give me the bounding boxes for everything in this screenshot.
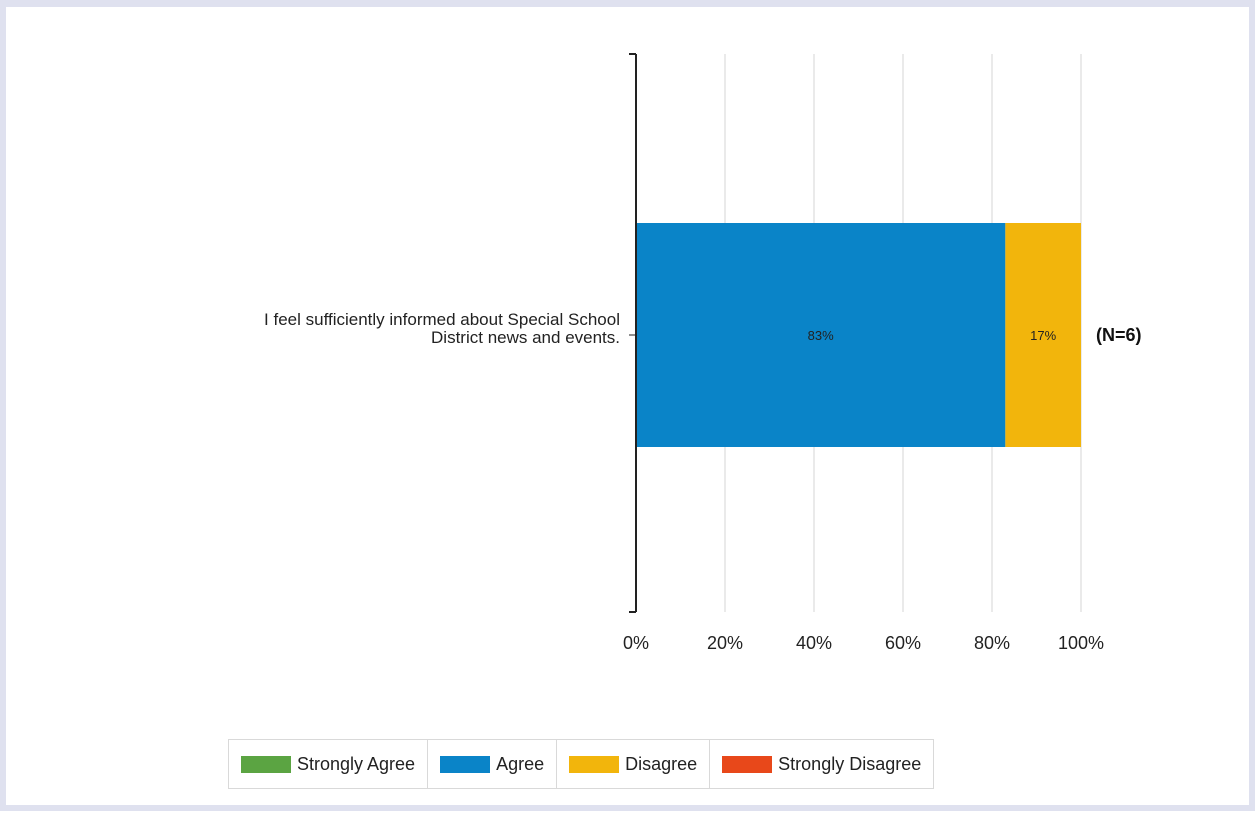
data-label: 17%	[1030, 328, 1056, 343]
category-label: I feel sufficiently informed about Speci…	[264, 310, 620, 347]
bar-segment-disagree	[1005, 223, 1081, 447]
x-tick-label: 0%	[623, 633, 649, 653]
x-tick-label: 40%	[796, 633, 832, 653]
legend-swatch	[241, 755, 291, 773]
data-label: 83%	[808, 328, 834, 343]
legend-swatch	[569, 755, 620, 773]
legend-item-strongly-disagree: Strongly Disagree	[710, 740, 933, 788]
legend-item-strongly-agree: Strongly Agree	[229, 740, 429, 788]
sample-size-label: (N=6)	[1096, 325, 1142, 345]
x-tick-label: 80%	[974, 633, 1010, 653]
legend-swatch	[440, 755, 491, 773]
x-tick-label: 20%	[707, 633, 743, 653]
x-tick-label: 60%	[885, 633, 921, 653]
chart-legend: Strongly Agree Agree Disagree Strongly Disa…	[228, 739, 935, 789]
stacked-bar-chart: 83% 17% I feel sufficiently informed about…	[264, 53, 1142, 653]
category-label-line: District news and events.	[431, 328, 620, 347]
legend-label: Strongly Disagree	[778, 753, 922, 774]
bar-segment-agree	[636, 223, 1006, 447]
legend-swatch	[722, 755, 773, 773]
legend-item-agree: Agree	[428, 740, 558, 788]
category-label-line: I feel sufficiently informed about Speci…	[264, 310, 620, 329]
legend-label: Strongly Agree	[297, 753, 416, 774]
legend-label: Agree	[496, 753, 545, 774]
x-tick-label: 100%	[1058, 633, 1104, 653]
legend-item-disagree: Disagree	[557, 740, 711, 788]
legend-label: Disagree	[625, 753, 698, 774]
